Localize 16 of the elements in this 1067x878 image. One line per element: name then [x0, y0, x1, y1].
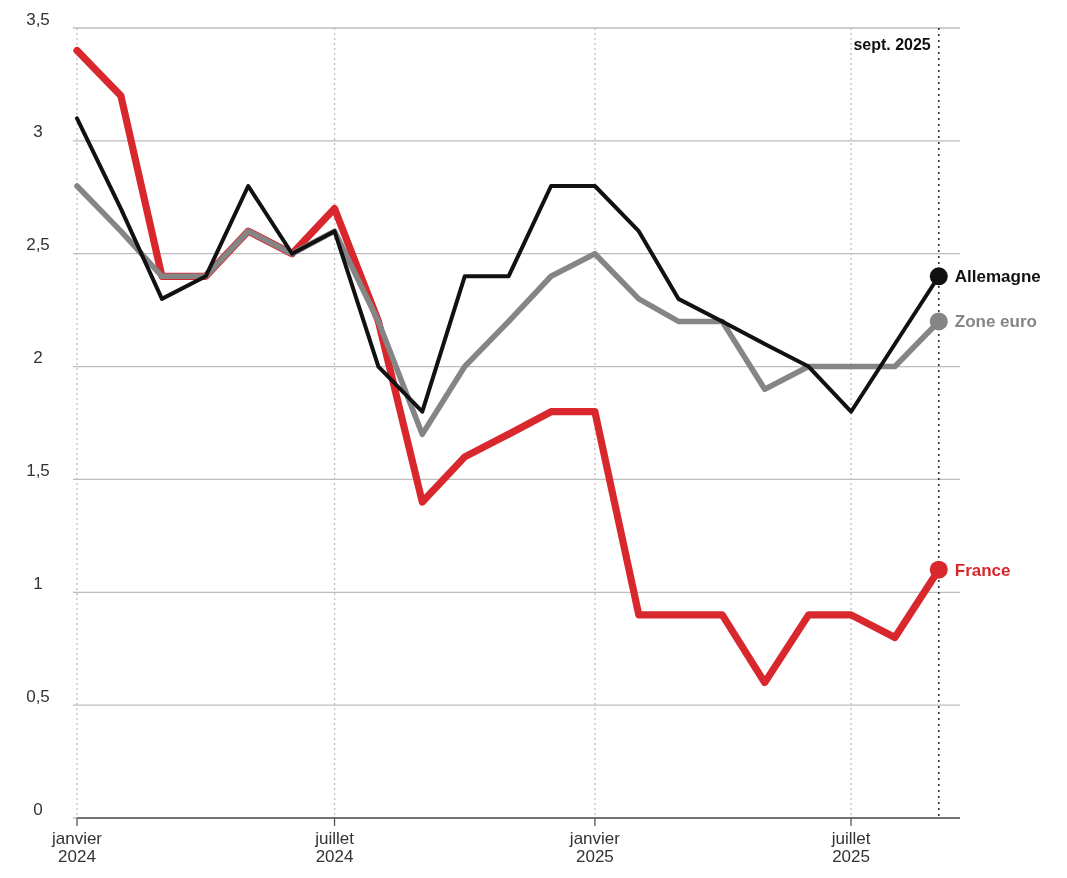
series-label: France	[954, 560, 1011, 580]
y-tick-label: 0	[33, 799, 43, 819]
y-tick-label: 2,5	[26, 235, 50, 255]
y-tick-label: 3	[33, 122, 43, 142]
x-tick-label: juillet 2025	[830, 829, 871, 866]
ref-line-label: sept. 2025	[853, 36, 931, 53]
series-label: Zone euro	[954, 312, 1037, 332]
y-tick-label: 3,5	[26, 9, 50, 29]
y-tick-label: 0,5	[26, 686, 50, 706]
y-tick-label: 1	[33, 573, 43, 593]
x-tick-label: janvier 2024	[50, 829, 103, 866]
x-tick-label: juillet 2024	[314, 829, 355, 866]
x-tick-label: janvier 2025	[568, 829, 621, 866]
series-label: Allemagne	[954, 267, 1041, 287]
y-tick-label: 2	[33, 348, 43, 368]
y-tick-label: 1,5	[26, 461, 50, 481]
